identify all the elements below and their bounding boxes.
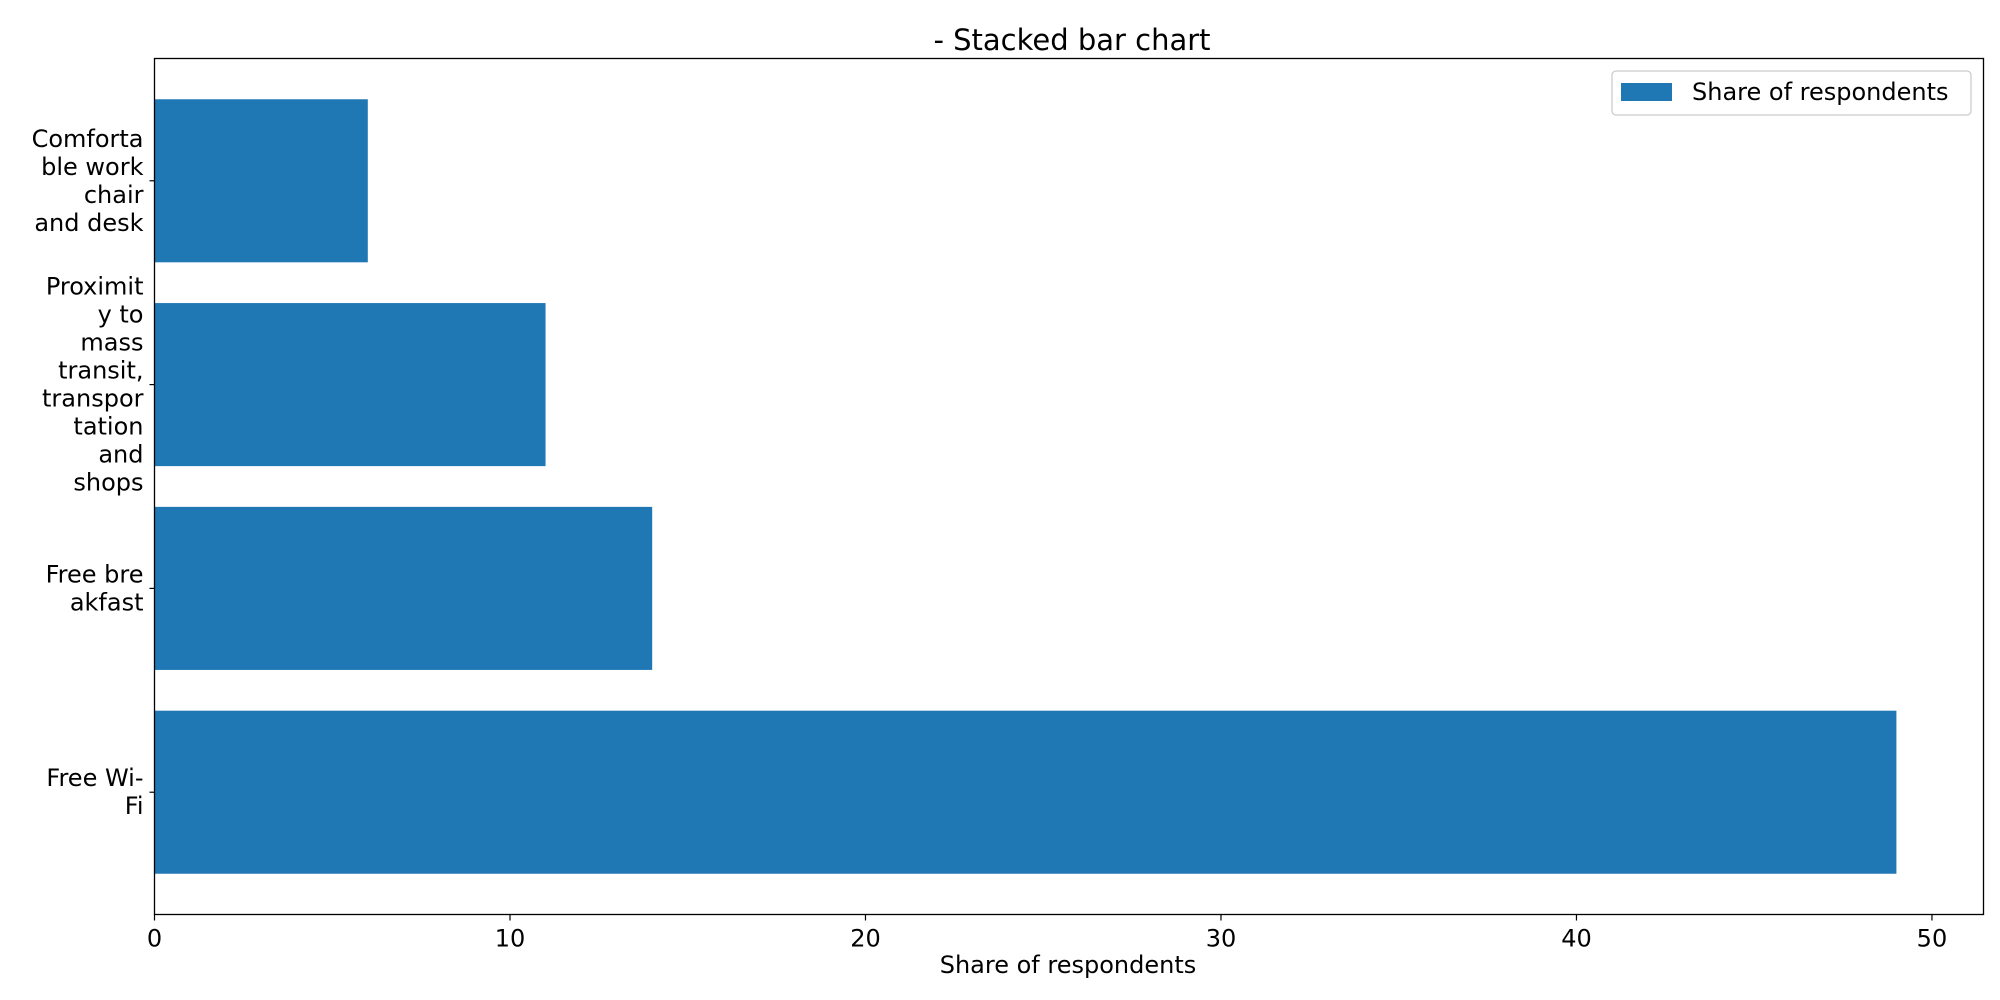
chart-title: - Stacked bar chart xyxy=(933,23,1210,57)
x-tick-label: 10 xyxy=(495,925,526,953)
legend-box xyxy=(1611,70,1972,116)
bar-free-breakfast xyxy=(154,506,653,670)
x-tick-label: 50 xyxy=(1917,925,1948,953)
bar-comfortable-work-chair-and-desk xyxy=(154,99,368,263)
bar-proximity-to-mass-transit-transportation-and-shops xyxy=(154,303,546,467)
y-tick-label: Proximit y to mass transit, transpor tation an… xyxy=(42,273,144,497)
legend-label: Share of respondents xyxy=(1692,78,1949,106)
y-tick-label: Free Wi-Fi xyxy=(46,764,143,820)
x-tick-label: 0 xyxy=(147,925,162,953)
bars-layer xyxy=(154,99,1897,874)
y-tick-label: Comforta ble work chair and desk xyxy=(32,125,144,237)
legend: Share of respondents xyxy=(1611,70,1972,116)
x-axis-ticks: 0 10 20 30 40 50 xyxy=(147,914,1948,953)
x-axis-title: Share of respondents xyxy=(940,951,1197,979)
legend-swatch xyxy=(1621,83,1672,101)
bar-free-wi-fi xyxy=(154,710,1897,874)
plot-frame xyxy=(153,57,1985,916)
x-tick-label: 20 xyxy=(850,925,881,953)
x-tick-label: 30 xyxy=(1206,925,1237,953)
x-tick-label: 40 xyxy=(1561,925,1592,953)
y-tick-label: Free bre akfast xyxy=(46,560,144,616)
y-axis-ticks: Comforta ble work chair and desk Proximit y t… xyxy=(32,125,155,820)
